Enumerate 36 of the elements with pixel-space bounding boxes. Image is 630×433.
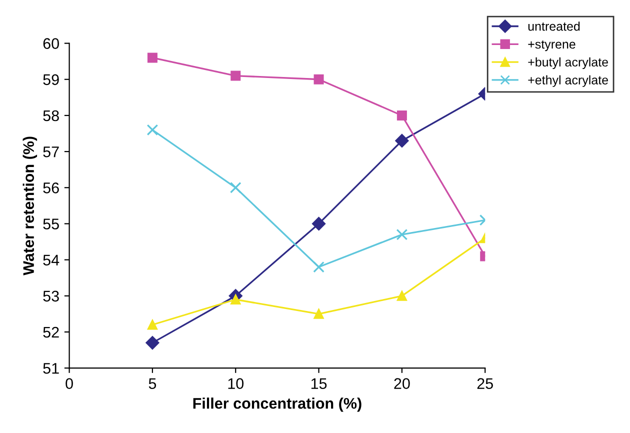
y-tick-label: 55: [43, 218, 59, 230]
point: [396, 290, 407, 301]
point: [313, 261, 324, 273]
x-tick-label: 25: [477, 378, 493, 389]
x-tick-label: 15: [311, 378, 327, 389]
y-tick-label: 54: [43, 254, 60, 266]
point: [314, 74, 324, 84]
legend-label: untreated: [528, 22, 580, 31]
legend-label: +ethyl acrylate: [528, 75, 608, 87]
y-tick-label: 52: [43, 326, 59, 338]
y-tick-label: 51: [43, 363, 59, 374]
y-tick-label: 57: [43, 146, 59, 158]
x-tick-label: 20: [394, 378, 410, 389]
y-axis-title: Water retention (%): [22, 136, 38, 276]
point: [147, 52, 158, 63]
point: [146, 124, 158, 136]
x-tick-label: 5: [148, 378, 156, 389]
y-tick-label: 60: [43, 38, 59, 49]
y-tick-label: 58: [43, 110, 59, 122]
y-tick-label: 59: [43, 74, 59, 86]
point: [147, 320, 158, 330]
x-axis-title: Filler concentration (%): [193, 398, 362, 412]
point: [396, 228, 408, 240]
point: [230, 182, 242, 194]
point: [396, 110, 407, 120]
point: [146, 336, 160, 350]
point: [312, 216, 326, 230]
point: [314, 308, 324, 319]
y-tick-label: 53: [43, 290, 59, 302]
x-tick-label: 10: [228, 378, 244, 389]
x-tick-label: 0: [66, 378, 73, 389]
legend-label: +styrene: [528, 40, 576, 52]
legend-label: +butyl acrylate: [528, 57, 608, 70]
y-tick-label: 56: [43, 182, 59, 194]
point: [230, 70, 241, 81]
point: [395, 134, 409, 148]
